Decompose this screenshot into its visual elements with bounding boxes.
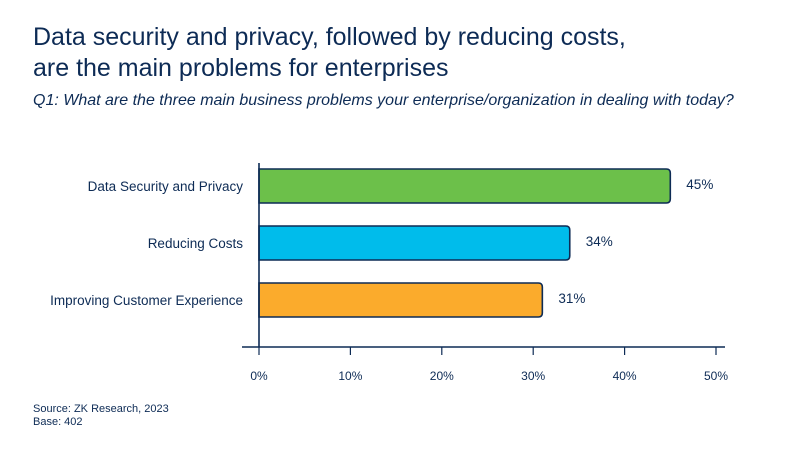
chart-title-line-1: Data security and privacy, followed by r… [33, 23, 626, 51]
bar [258, 225, 571, 261]
chart-footer: Source: ZK Research, 2023 Base: 402 [33, 403, 169, 429]
x-tick-label: 20% [430, 369, 454, 383]
category-label: Reducing Costs [148, 236, 244, 251]
chart-title: Data security and privacy, followed by r… [33, 22, 773, 84]
x-tick-label: 50% [704, 369, 728, 383]
source-note: Source: ZK Research, 2023 [33, 403, 169, 415]
x-tick-label: 0% [250, 369, 268, 383]
chart-subtitle: Q1: What are the three main business pro… [33, 92, 734, 109]
bar [258, 168, 672, 204]
value-label: 34% [586, 234, 613, 249]
category-label: Improving Customer Experience [50, 293, 243, 308]
category-label: Data Security and Privacy [88, 179, 244, 194]
value-label: 31% [558, 291, 585, 306]
value-label: 45% [686, 177, 713, 192]
base-note: Base: 402 [33, 416, 83, 428]
x-tick-label: 10% [338, 369, 362, 383]
chart-title-line-2: are the main problems for enterprises [33, 54, 449, 82]
x-tick-label: 40% [613, 369, 637, 383]
x-tick-label: 30% [521, 369, 545, 383]
bar [258, 282, 544, 318]
